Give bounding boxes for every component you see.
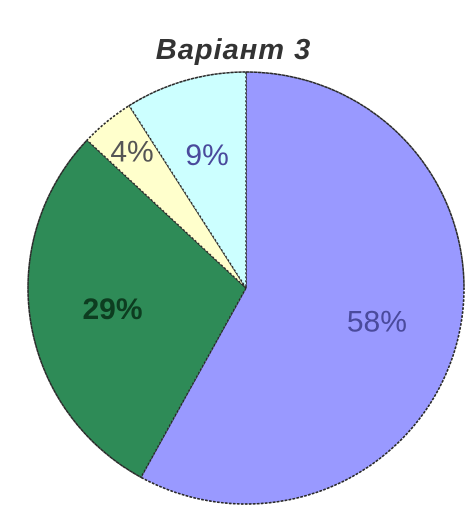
pie-slice-29pct — [27, 139, 247, 479]
slice-label: 58% — [347, 305, 407, 338]
slice-label: 29% — [82, 293, 142, 326]
pie-slice-58pct — [139, 71, 465, 505]
slice-label: 4% — [110, 136, 153, 169]
pie-outline — [27, 71, 465, 505]
slice-label: 9% — [185, 139, 228, 172]
chart-title: Варіант 3 — [155, 34, 312, 66]
pie-slice-9pct — [128, 71, 247, 291]
